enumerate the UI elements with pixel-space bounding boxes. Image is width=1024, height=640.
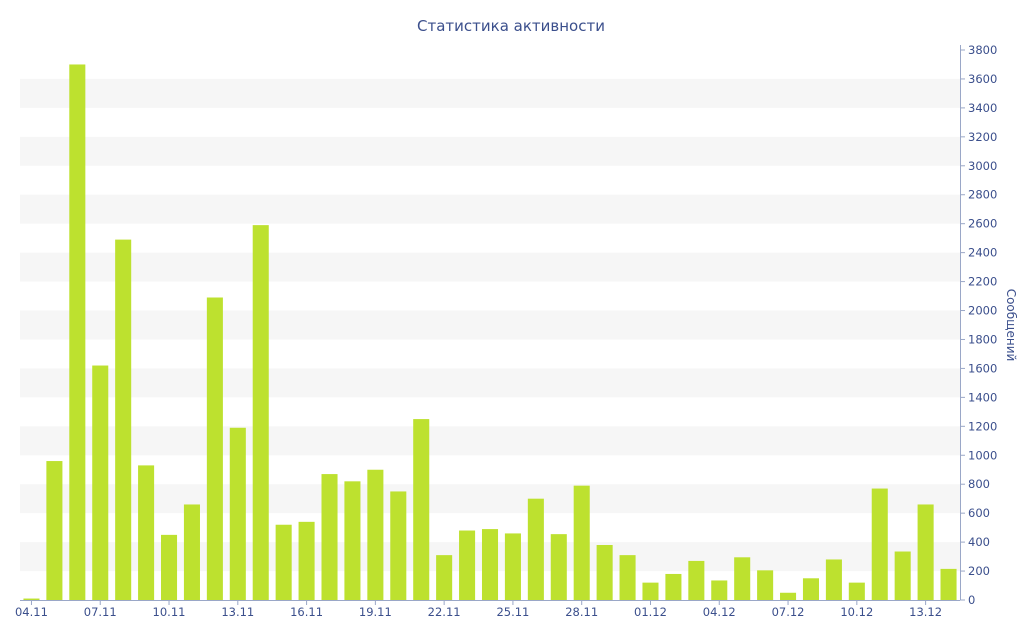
bar — [69, 64, 86, 601]
bar — [527, 498, 544, 600]
bar — [802, 578, 819, 600]
y-tick-label: 600 — [968, 506, 990, 520]
y-tick-label: 1400 — [968, 390, 997, 404]
x-tick-label: 04.12 — [703, 605, 736, 619]
x-tick-label: 28.11 — [565, 605, 598, 619]
y-tick-label: 2400 — [968, 246, 997, 260]
bar — [596, 545, 613, 600]
y-tick-label: 0 — [968, 593, 975, 607]
bar — [436, 555, 453, 600]
y-tick-label: 3200 — [968, 130, 997, 144]
bar — [115, 239, 132, 601]
grid-band — [20, 484, 960, 514]
bar — [711, 580, 728, 600]
bar — [780, 592, 797, 600]
axes — [20, 45, 961, 601]
x-tick-label: 16.11 — [290, 605, 323, 619]
grid-band — [20, 252, 960, 282]
bar — [825, 559, 842, 600]
bar — [871, 488, 888, 600]
bar — [757, 570, 774, 600]
bar — [665, 573, 682, 600]
bar — [344, 481, 361, 600]
x-tick-label: 01.12 — [634, 605, 667, 619]
bar — [481, 529, 499, 600]
bar — [46, 461, 63, 600]
bar — [504, 533, 521, 600]
y-tick-label: 400 — [968, 535, 990, 549]
grid-bands — [20, 78, 960, 572]
y-tick-label: 3000 — [968, 159, 997, 173]
x-tick-label: 10.11 — [153, 605, 186, 619]
x-tick-label: 07.11 — [84, 605, 117, 619]
bar — [848, 582, 865, 600]
bar — [894, 551, 911, 600]
bar — [138, 465, 155, 600]
x-tick-label: 04.11 — [15, 605, 48, 619]
y-tick-label: 3600 — [968, 72, 997, 86]
bar — [619, 555, 636, 600]
y-tick-label: 800 — [968, 477, 990, 491]
y-tick-label: 3800 — [968, 43, 997, 57]
x-ticks: 04.11 07.11 10.11 13.11 16.11 19.11 22.11 25.11… — [15, 600, 942, 619]
x-tick-label: 13.12 — [909, 605, 942, 619]
bar — [275, 524, 292, 600]
grid-band — [20, 78, 960, 108]
bar — [298, 521, 315, 600]
bar — [550, 534, 567, 600]
bar — [734, 557, 751, 600]
y-tick-label: 2000 — [968, 304, 997, 318]
bar — [917, 504, 934, 600]
y-tick-label: 2800 — [968, 188, 997, 202]
bar — [183, 504, 200, 600]
bar — [642, 582, 659, 600]
y-tick-label: 2200 — [968, 275, 997, 289]
grid-band — [20, 368, 960, 398]
bar — [206, 297, 223, 600]
y-tick-label: 1200 — [968, 419, 997, 433]
bar — [321, 474, 338, 600]
y-tick-label: 1000 — [968, 448, 997, 462]
y-tick-label: 1600 — [968, 361, 997, 375]
bar — [229, 427, 246, 600]
grid-band — [20, 426, 960, 456]
x-tick-label: 13.11 — [221, 605, 254, 619]
bar — [573, 485, 590, 600]
grid-band — [20, 194, 960, 224]
x-tick-label: 25.11 — [496, 605, 529, 619]
y-ticks: 0 200 400 600 800 1000 1200 1400 1600 1800 2000 220… — [960, 43, 997, 607]
grid-band — [20, 310, 960, 340]
bar — [390, 491, 407, 600]
y-tick-label: 2600 — [968, 217, 997, 231]
chart-title: Статистика активности — [417, 17, 605, 35]
bars — [23, 64, 957, 601]
y-tick-label: 200 — [968, 564, 990, 578]
y-axis-title: Сообщений — [1004, 289, 1018, 362]
y-tick-label: 1800 — [968, 332, 997, 346]
x-tick-label: 22.11 — [428, 605, 461, 619]
x-tick-label: 07.12 — [772, 605, 805, 619]
bar — [459, 530, 476, 600]
bar — [252, 225, 269, 600]
bar — [688, 560, 705, 600]
bar — [161, 534, 178, 600]
x-tick-label: 19.11 — [359, 605, 392, 619]
bar — [367, 469, 384, 600]
x-tick-label: 10.12 — [840, 605, 873, 619]
bar — [92, 365, 109, 600]
bar — [940, 568, 957, 600]
bar — [413, 419, 430, 600]
y-tick-label: 3400 — [968, 101, 997, 115]
bar — [23, 598, 40, 600]
grid-band — [20, 136, 960, 166]
